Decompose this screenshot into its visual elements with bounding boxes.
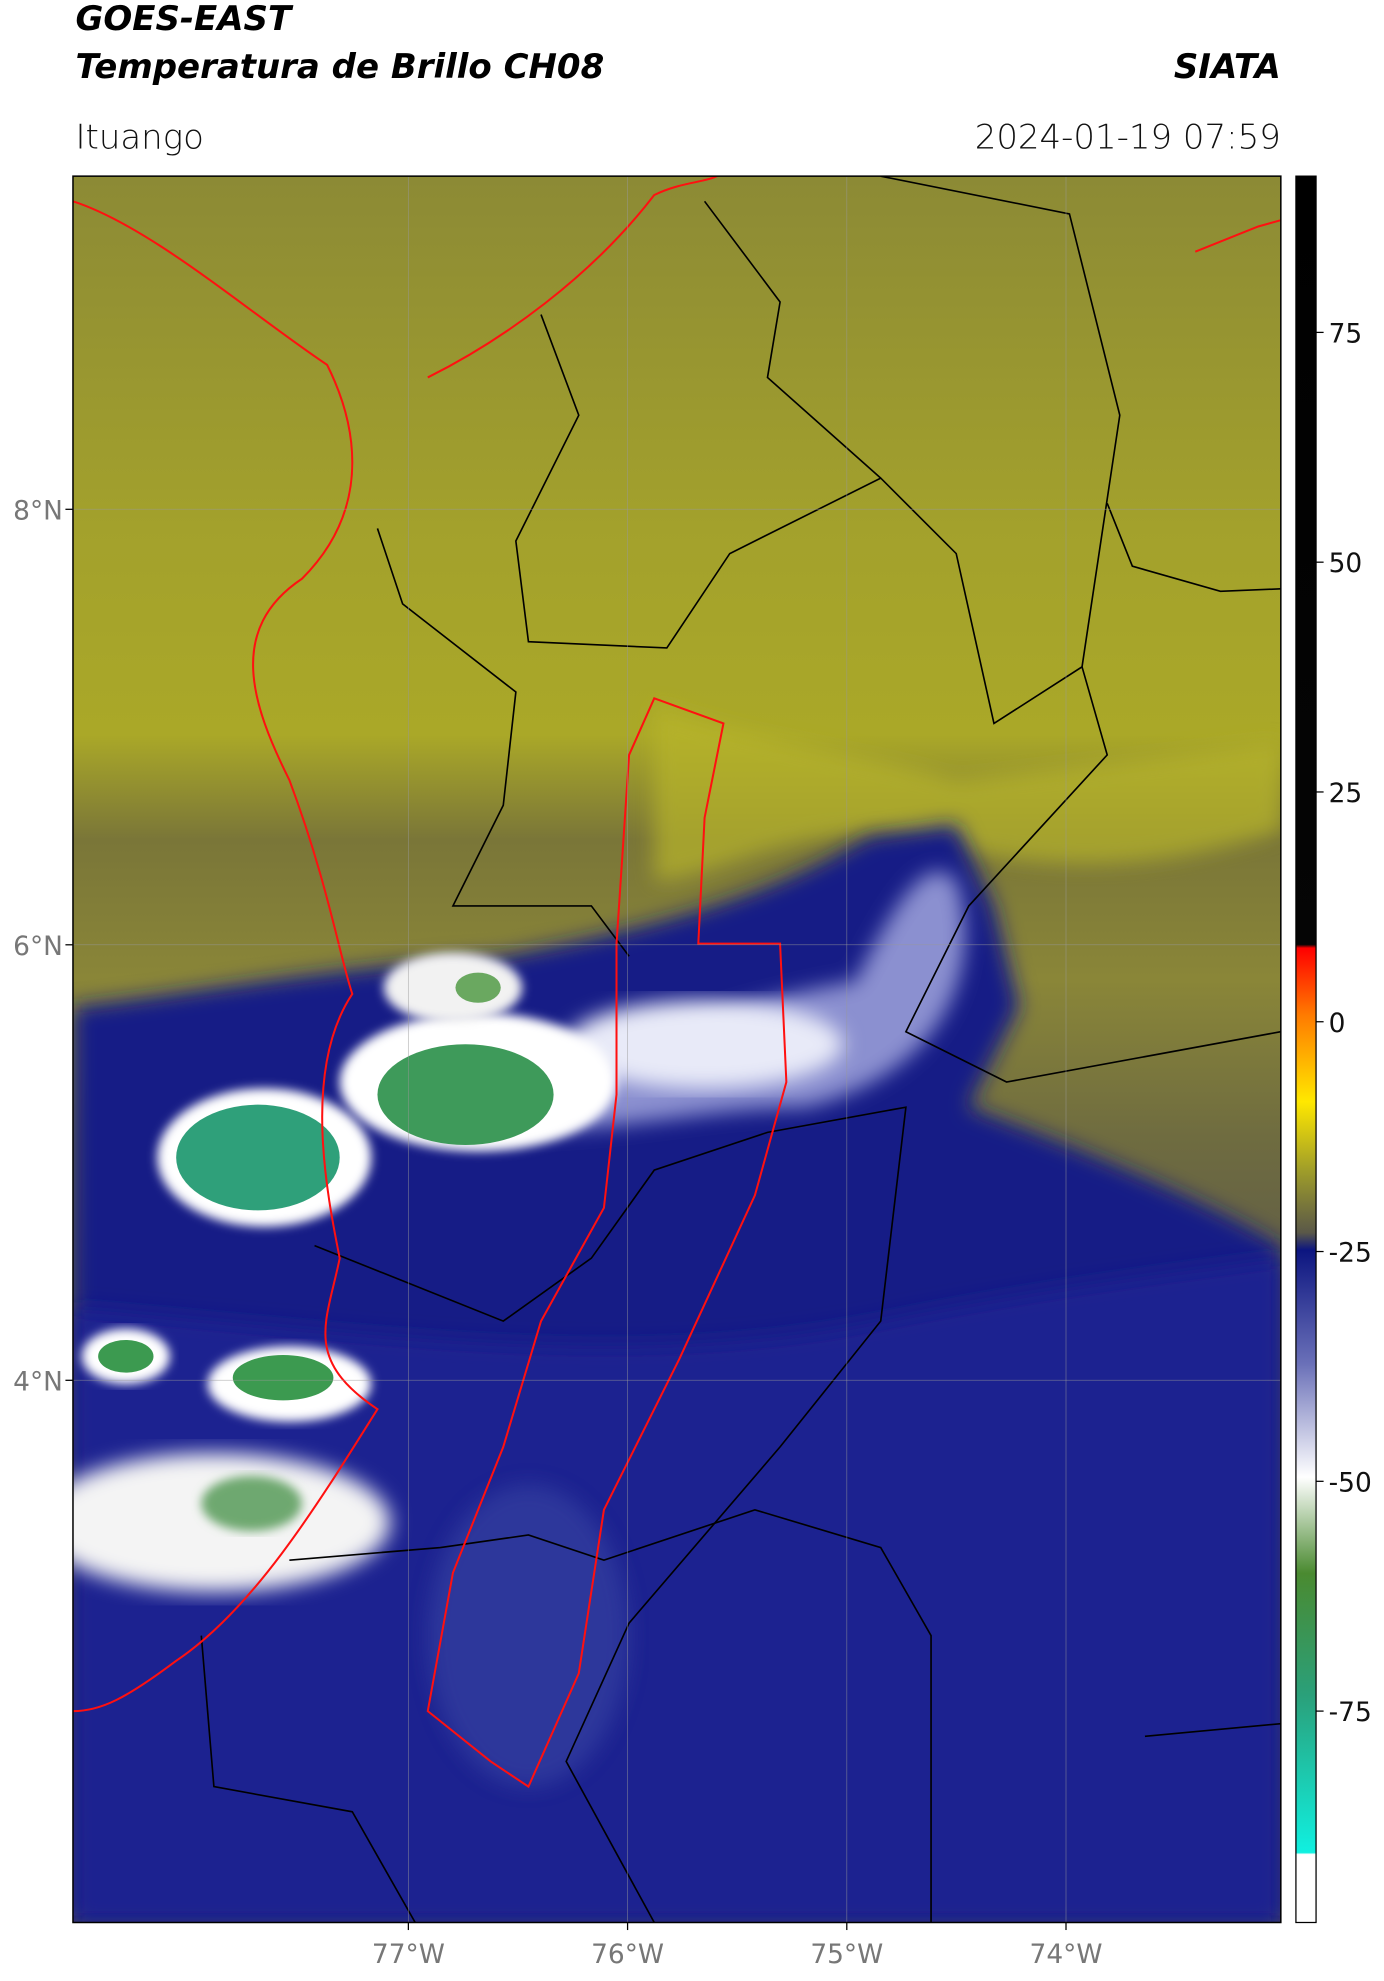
colorbar-tick-label: 0 [1329,1008,1346,1039]
title: GOES-EAST [75,0,293,39]
datetime: 2024-01-19 07:59 [975,117,1281,157]
x-tick-label: 77°W [372,1939,445,1970]
colorbar-tick-label: 50 [1329,548,1363,579]
y-tick-label: 6°N [13,931,63,962]
plot-frame [72,175,1282,1924]
satellite-image [72,176,1281,1923]
location: Ituango [75,117,203,157]
colorbar-tick-label: 25 [1329,778,1363,809]
x-tick-label: 74°W [1030,1939,1103,1970]
x-tick-label: 76°W [591,1939,664,1970]
y-tick-label: 8°N [13,495,63,526]
subtitle: Temperatura de Brillo CH08 [75,47,604,87]
source: SIATA [1174,47,1281,87]
y-tick-label: 4°N [13,1366,63,1397]
x-tick-label: 75°W [810,1939,883,1970]
graticule [72,176,1281,1923]
colorbar-tick-label: 75 [1329,318,1363,349]
colorbar [1295,175,1317,1924]
colorbar-tick-label: -75 [1329,1697,1372,1728]
colorbar-tick-label: -50 [1329,1467,1372,1498]
colorbar-tick-label: -25 [1329,1238,1372,1269]
